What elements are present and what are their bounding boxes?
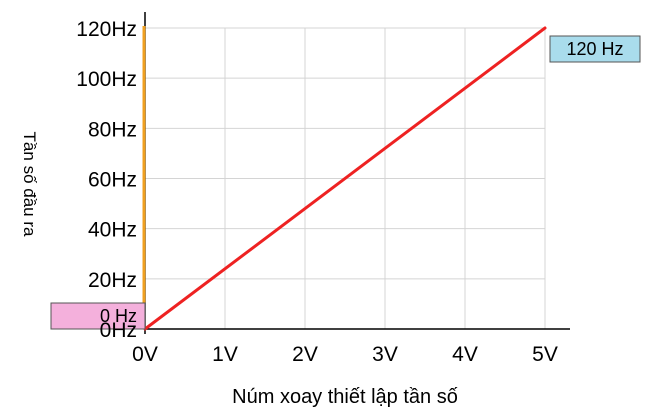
x-tick-label: 4V (452, 343, 478, 366)
tick-labels: 0V 1V 2V 3V 4V 5V 0Hz 20Hz 40Hz 60Hz 80Hz 100Hz 120H… (76, 18, 558, 366)
x-tick-label: 3V (372, 343, 398, 366)
x-tick-label: 5V (532, 343, 558, 366)
series-line (143, 26, 547, 331)
annotation-box (50, 302, 146, 330)
y-tick-label: 120Hz (76, 18, 137, 41)
x-tick-label: 2V (292, 343, 318, 366)
y-tick-label: 20Hz (88, 269, 137, 292)
x-tick-label: 1V (212, 343, 238, 366)
x-tick-label: 0V (132, 343, 158, 366)
y-tick-label: 100Hz (76, 68, 137, 91)
annotation-label: 120 Hz (566, 39, 623, 59)
y-tick-label: 80Hz (88, 118, 137, 141)
y-tick-label: 40Hz (88, 219, 137, 242)
annotation-box (549, 35, 641, 63)
series (142, 26, 547, 331)
y-axis-title: Tần số đầu ra (20, 132, 39, 237)
annotations: 120 Hz 0 Hz (50, 35, 641, 330)
y-tick-label: 0Hz (100, 319, 137, 342)
x-axis-title: Núm xoay thiết lập tần số (232, 386, 458, 408)
annotation-label: 0 Hz (100, 306, 137, 326)
y-tick-label: 60Hz (88, 169, 137, 192)
